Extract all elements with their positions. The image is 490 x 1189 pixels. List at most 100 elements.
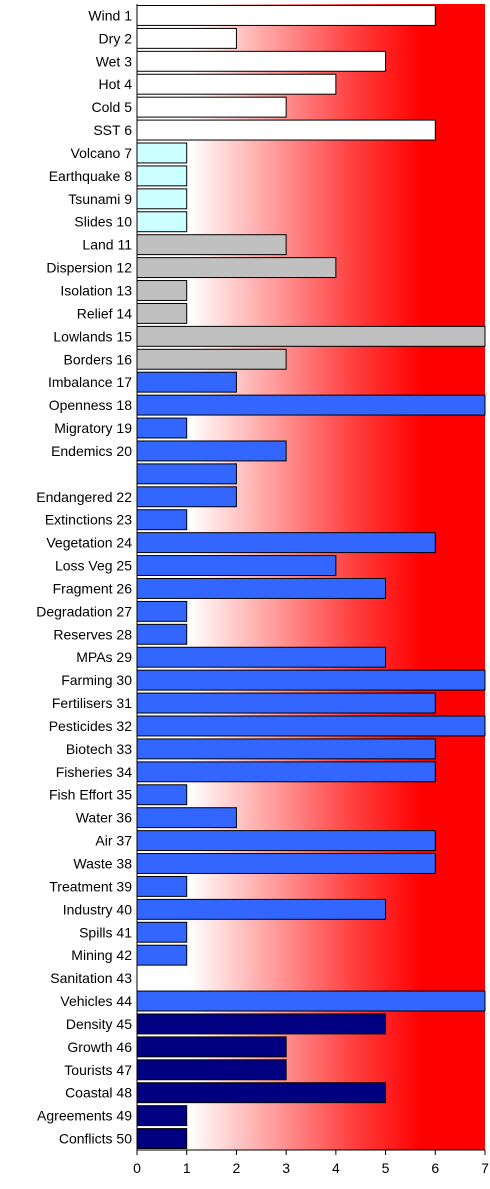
bar-27 bbox=[136, 600, 188, 622]
bar-14 bbox=[136, 302, 188, 324]
x-tick-label-5: 5 bbox=[382, 1160, 390, 1176]
x-tick-label-6: 6 bbox=[431, 1160, 439, 1176]
bar-16 bbox=[136, 348, 287, 370]
category-label-5: Cold 5 bbox=[92, 99, 133, 115]
category-label-43: Sanitation 43 bbox=[50, 970, 132, 986]
bar-22 bbox=[136, 486, 237, 508]
bar-15 bbox=[136, 325, 486, 347]
bar-24 bbox=[136, 532, 436, 554]
x-tick-label-7: 7 bbox=[481, 1160, 489, 1176]
category-label-26: Fragment 26 bbox=[53, 580, 133, 596]
bar-18 bbox=[136, 394, 486, 416]
category-label-30: Farming 30 bbox=[61, 672, 132, 688]
category-label-7: Volcano 7 bbox=[71, 145, 133, 161]
category-label-39: Treatment 39 bbox=[49, 878, 132, 894]
bar-31 bbox=[136, 692, 436, 714]
category-label-32: Pesticides 32 bbox=[49, 718, 132, 734]
bar-42 bbox=[136, 944, 188, 966]
category-label-11: Land 11 bbox=[82, 237, 132, 253]
bar-47 bbox=[136, 1059, 287, 1081]
category-label-28: Reserves 28 bbox=[53, 626, 132, 642]
category-label-8: Earthquake 8 bbox=[49, 168, 132, 184]
category-label-40: Industry 40 bbox=[63, 901, 132, 917]
category-label-48: Coastal 48 bbox=[65, 1085, 132, 1101]
category-label-46: Growth 46 bbox=[67, 1039, 132, 1055]
bar-29 bbox=[136, 646, 387, 668]
category-label-14: Relief 14 bbox=[77, 305, 132, 321]
category-label-25: Loss Veg 25 bbox=[55, 558, 132, 574]
bar-9 bbox=[136, 188, 188, 210]
category-label-44: Vehicles 44 bbox=[60, 993, 132, 1009]
category-label-27: Degradation 27 bbox=[36, 603, 132, 619]
x-tick-label-3: 3 bbox=[282, 1160, 290, 1176]
x-tick-label-0: 0 bbox=[133, 1160, 141, 1176]
category-label-47: Tourists 47 bbox=[64, 1062, 132, 1078]
bar-6 bbox=[136, 119, 436, 141]
bar-23 bbox=[136, 509, 188, 531]
bar-11 bbox=[136, 234, 287, 256]
category-label-36: Water 36 bbox=[76, 810, 132, 826]
category-label-37: Air 37 bbox=[95, 833, 132, 849]
bar-33 bbox=[136, 738, 436, 760]
bar-38 bbox=[136, 853, 436, 874]
category-label-45: Density 45 bbox=[66, 1016, 132, 1032]
bar-28 bbox=[136, 623, 188, 645]
category-label-19: Migratory 19 bbox=[54, 420, 132, 436]
category-label-10: Slides 10 bbox=[74, 214, 132, 230]
category-label-6: SST 6 bbox=[93, 122, 132, 138]
category-label-9: Tsunami 9 bbox=[68, 191, 132, 207]
category-label-4: Hot 4 bbox=[99, 76, 133, 92]
bar-20 bbox=[136, 440, 287, 462]
category-label-24: Vegetation 24 bbox=[46, 535, 132, 551]
bar-17 bbox=[136, 371, 237, 393]
bar-10 bbox=[136, 211, 188, 233]
bar-46 bbox=[136, 1036, 287, 1058]
category-label-31: Fertilisers 31 bbox=[52, 695, 132, 711]
x-tick-label-1: 1 bbox=[183, 1160, 191, 1176]
bar-12 bbox=[136, 257, 337, 279]
bar-3 bbox=[136, 50, 387, 72]
category-label-15: Lowlands 15 bbox=[53, 328, 132, 344]
category-label-20: Endemics 20 bbox=[51, 443, 132, 459]
category-label-29: MPAs 29 bbox=[76, 649, 132, 665]
bar-8 bbox=[136, 165, 188, 187]
bar-2 bbox=[136, 27, 237, 49]
bar-32 bbox=[136, 715, 486, 737]
bar-4 bbox=[136, 73, 337, 95]
category-label-12: Dispersion 12 bbox=[46, 260, 132, 276]
bar-1 bbox=[136, 5, 436, 26]
bar-40 bbox=[136, 898, 387, 920]
category-label-22: Endangered 22 bbox=[36, 489, 132, 505]
category-label-42: Mining 42 bbox=[71, 947, 132, 963]
bar-39 bbox=[136, 875, 188, 897]
bar-26 bbox=[136, 578, 387, 599]
category-label-2: Dry 2 bbox=[99, 30, 133, 46]
category-label-17: Imbalance 17 bbox=[48, 374, 132, 390]
category-label-49: Agreements 49 bbox=[37, 1108, 132, 1124]
bar-34 bbox=[136, 761, 436, 783]
category-label-18: Openness 18 bbox=[49, 397, 132, 413]
bar-25 bbox=[136, 555, 337, 577]
category-label-33: Biotech 33 bbox=[66, 741, 132, 757]
bar-30 bbox=[136, 669, 486, 691]
category-label-16: Borders 16 bbox=[64, 351, 133, 367]
bar-49 bbox=[136, 1105, 188, 1127]
bar-36 bbox=[136, 807, 237, 829]
category-label-38: Waste 38 bbox=[73, 856, 132, 872]
bar-21 bbox=[136, 463, 237, 485]
bar-5 bbox=[136, 96, 287, 118]
bar-45 bbox=[136, 1013, 387, 1035]
category-label-50: Conflicts 50 bbox=[59, 1131, 132, 1147]
x-tick-label-4: 4 bbox=[332, 1160, 340, 1176]
bar-50 bbox=[136, 1128, 188, 1149]
bar-7 bbox=[136, 142, 188, 164]
bar-44 bbox=[136, 990, 486, 1012]
category-label-13: Isolation 13 bbox=[60, 283, 132, 299]
category-label-35: Fish Effort 35 bbox=[49, 787, 132, 803]
category-label-41: Spills 41 bbox=[79, 924, 132, 940]
category-label-23: Extinctions 23 bbox=[45, 512, 132, 528]
bar-19 bbox=[136, 417, 188, 439]
bar-41 bbox=[136, 921, 188, 943]
category-label-3: Wet 3 bbox=[96, 53, 133, 69]
